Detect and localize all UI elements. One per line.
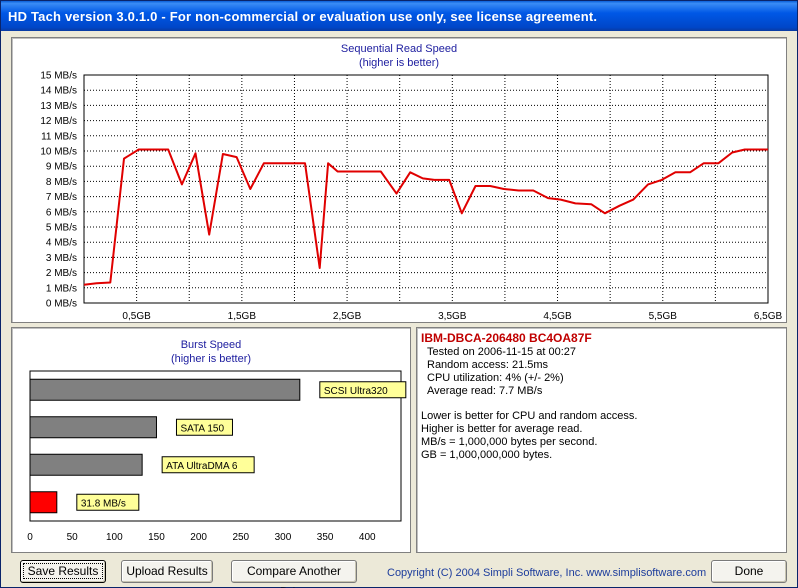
- note-lower-better: Lower is better for CPU and random acces…: [421, 410, 638, 422]
- burst-bar-label: SCSI Ultra320: [324, 386, 388, 397]
- burst-bar: [29, 378, 301, 401]
- x-tick-label: 1,5GB: [228, 311, 257, 322]
- average-read: Average read: 7.7 MB/s: [427, 385, 543, 397]
- save-results-button[interactable]: Save Results: [20, 560, 106, 583]
- note-gb-definition: GB = 1,000,000,000 bytes.: [421, 449, 553, 461]
- y-tick-label: 4 MB/s: [46, 238, 77, 249]
- burst-bar: [29, 491, 58, 514]
- burst-speed-panel: Burst Speed (higher is better) 0 50 100 150…: [11, 327, 411, 553]
- y-tick-label: 0 MB/s: [46, 299, 77, 310]
- y-tick-label: 9 MB/s: [46, 162, 77, 173]
- x-tick-label: 0,5GB: [122, 311, 151, 322]
- burst-x-tick-label: 350: [317, 532, 334, 543]
- burst-speed-subtitle: (higher is better): [170, 353, 252, 365]
- y-tick-label: 12 MB/s: [40, 116, 77, 127]
- random-access: Random access: 21.5ms: [427, 359, 549, 371]
- sequential-read-subtitle: (higher is better): [358, 57, 440, 69]
- sequential-read-title: Sequential Read Speed: [340, 43, 458, 55]
- x-tick-label: 4,5GB: [543, 311, 572, 322]
- burst-bar-label-box: [319, 381, 407, 399]
- burst-bar-label-box: [76, 493, 140, 511]
- y-tick-label: 5 MB/s: [46, 223, 77, 234]
- burst-x-tick-label: 400: [359, 532, 376, 543]
- note-mbs-definition: MB/s = 1,000,000 bytes per second.: [421, 436, 598, 448]
- plot-border: [83, 74, 769, 304]
- burst-speed-chart: 0 50 100 150 200 250 300 350 400 SCSI Ultra320 SAT…: [27, 370, 407, 543]
- tested-on: Tested on 2006-11-15 at 00:27: [427, 346, 577, 358]
- drive-info-panel: IBM-DBCA-206480 BC4OA87F Tested on 2006-…: [416, 327, 787, 553]
- burst-bar: [29, 453, 143, 476]
- save-results-label: Save Results: [22, 563, 104, 579]
- burst-bar-label-box: [161, 456, 255, 474]
- y-tick-label: 1 MB/s: [46, 283, 77, 294]
- burst-x-tick-label: 150: [148, 532, 165, 543]
- sequential-read-chart: 0 MB/s 1 MB/s 2 MB/s 3 MB/s 4 MB/s 5 MB/s 6 MB…: [40, 71, 783, 323]
- x-tick-label: 5,5GB: [649, 311, 678, 322]
- burst-bar-label: 31.8 MB/s: [81, 498, 126, 509]
- plot-area: [84, 75, 768, 303]
- y-tick-label: 6 MB/s: [46, 207, 77, 218]
- y-tick-label: 3 MB/s: [46, 253, 77, 264]
- read-speed-series-line: [83, 148, 768, 286]
- copyright-text: Copyright (C) 2004 Simpli Software, Inc.…: [387, 567, 707, 579]
- burst-bar-label-box: [175, 418, 233, 436]
- window-title: HD Tach version 3.0.1.0 - For non-commer…: [8, 9, 598, 24]
- burst-x-tick-label: 100: [106, 532, 123, 543]
- note-higher-better: Higher is better for average read.: [421, 423, 583, 435]
- burst-x-tick-label: 0: [27, 532, 33, 543]
- done-button[interactable]: Done: [711, 560, 787, 583]
- x-tick-label: 3,5GB: [438, 311, 467, 322]
- burst-speed-title: Burst Speed: [180, 339, 242, 351]
- title-bar[interactable]: HD Tach version 3.0.1.0 - For non-commer…: [1, 1, 797, 31]
- burst-x-tick-label: 300: [275, 532, 292, 543]
- x-tick-label: 2,5GB: [333, 311, 362, 322]
- sequential-read-panel: Sequential Read Speed (higher is better)…: [11, 37, 787, 323]
- y-tick-label: 7 MB/s: [46, 192, 77, 203]
- y-tick-label: 8 MB/s: [46, 177, 77, 188]
- cpu-utilization: CPU utilization: 4% (+/- 2%): [427, 372, 564, 384]
- burst-x-tick-label: 200: [190, 532, 207, 543]
- compare-another-drive-button[interactable]: Compare Another Drive: [231, 560, 357, 588]
- burst-bar-label: ATA UltraDMA 6: [166, 461, 238, 472]
- y-tick-label: 15 MB/s: [40, 71, 77, 82]
- burst-bar-label: SATA 150: [180, 423, 224, 434]
- y-tick-label: 14 MB/s: [40, 86, 77, 97]
- burst-bar: [29, 416, 157, 439]
- upload-results-button[interactable]: Upload Results: [121, 560, 213, 583]
- y-tick-label: 11 MB/s: [41, 131, 77, 142]
- x-tick-label: 6,5GB: [754, 311, 783, 322]
- burst-x-tick-label: 50: [67, 532, 79, 543]
- drive-name: IBM-DBCA-206480 BC4OA87F: [421, 331, 592, 345]
- burst-x-tick-label: 250: [232, 532, 249, 543]
- y-tick-label: 2 MB/s: [46, 268, 77, 279]
- y-tick-label: 10 MB/s: [40, 147, 77, 158]
- y-tick-label: 13 MB/s: [40, 101, 77, 112]
